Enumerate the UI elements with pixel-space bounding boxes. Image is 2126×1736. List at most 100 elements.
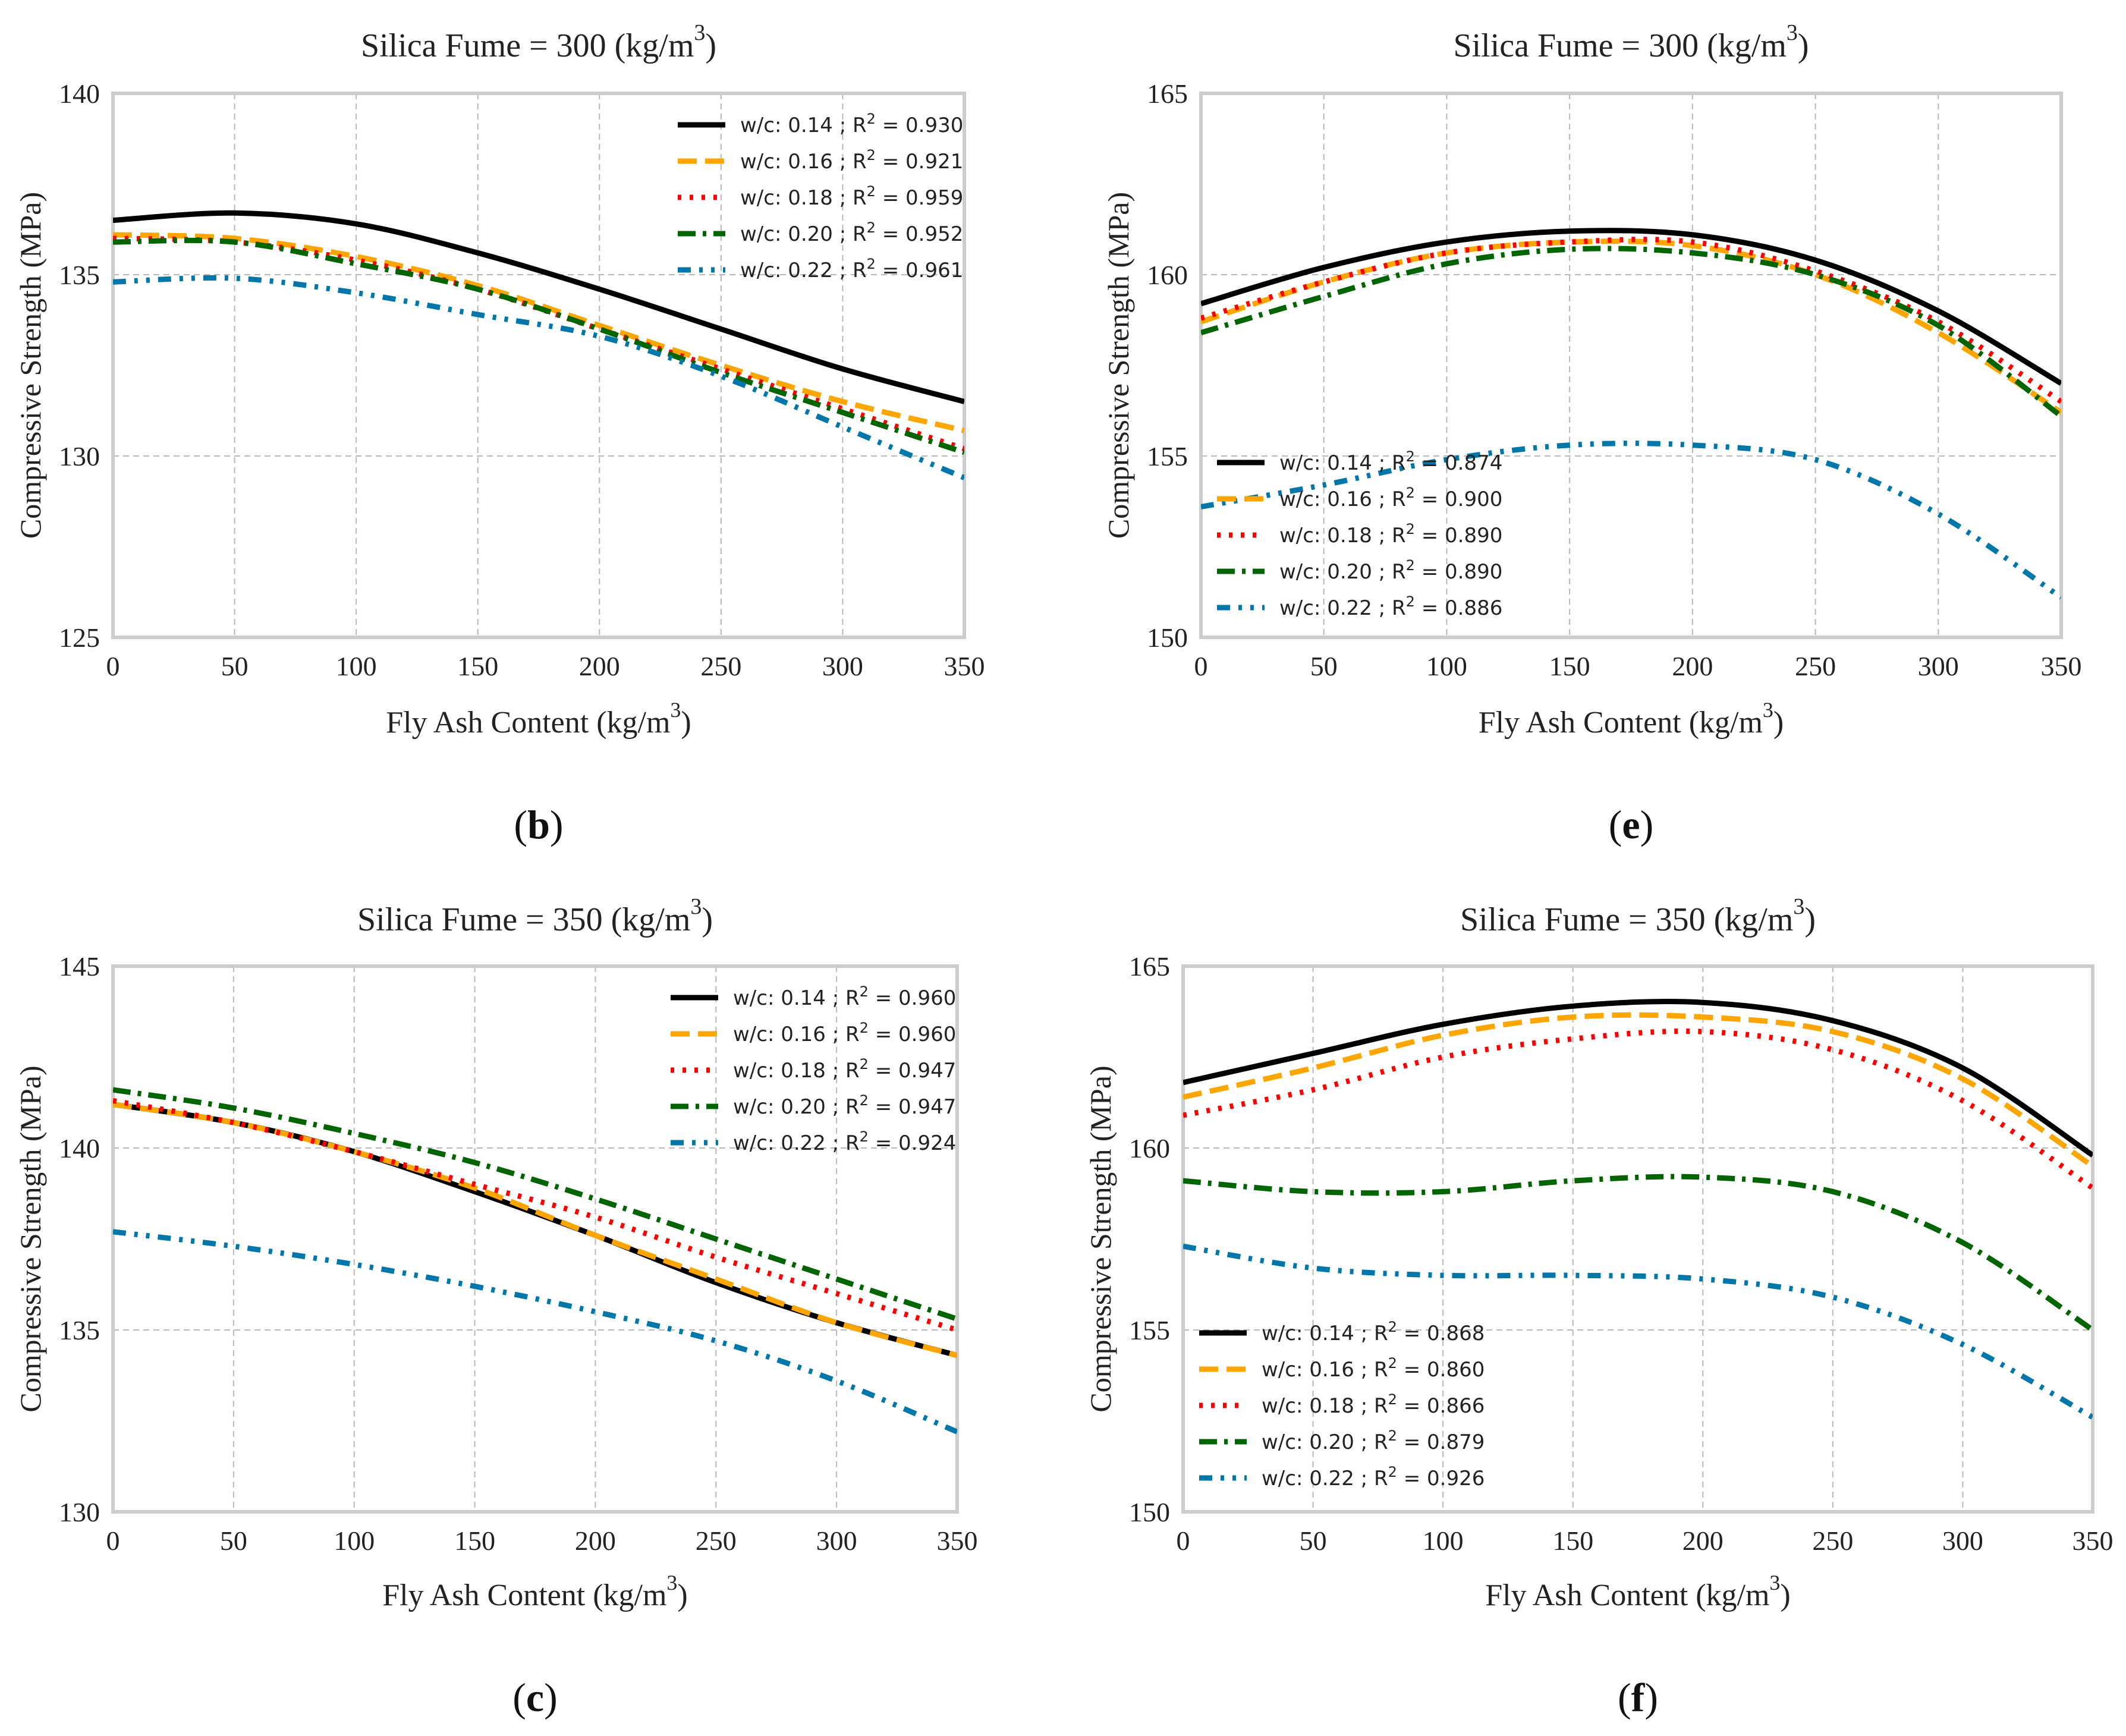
x-axis-label-suffix: )	[681, 706, 691, 740]
legend-label: w/c: 0.14 ; R	[1279, 451, 1406, 475]
chart-panel-e: 0 50 100 150 200 250 300 350 150 155 160 165 Silica …	[1102, 20, 2082, 847]
x-tick-label: 300	[816, 1526, 857, 1556]
legend-r2-value: = 0.886	[1415, 596, 1502, 620]
legend-entry: w/c: 0.20 ; R2 = 0.879	[1262, 1427, 1485, 1454]
x-tick-label: 350	[2041, 651, 2082, 681]
x-axis-label-text: Fly Ash Content (kg/m	[382, 1578, 666, 1612]
legend-entry: w/c: 0.22 ; R2 = 0.886	[1279, 593, 1502, 620]
chart-title-superscript: 3	[1793, 894, 1804, 919]
x-axis-label-text: Fly Ash Content (kg/m	[1485, 1578, 1769, 1612]
x-tick-label: 0	[1177, 1526, 1190, 1556]
legend-superscript: 2	[867, 256, 876, 272]
legend-r2-value: = 0.947	[869, 1059, 956, 1083]
legend-r2-value: = 0.930	[876, 114, 963, 137]
legend-r2-value: = 0.860	[1397, 1358, 1485, 1382]
series-line-5	[113, 275, 964, 480]
legend-entry: w/c: 0.20 ; R2 = 0.952	[740, 219, 963, 246]
legend-superscript: 2	[860, 1092, 869, 1109]
legend-label: w/c: 0.18 ; R	[733, 1059, 860, 1083]
series-line-4	[113, 1087, 957, 1322]
legend-label: w/c: 0.20 ; R	[1279, 560, 1406, 584]
legend-r2-value: = 0.866	[1397, 1394, 1485, 1418]
legend-superscript: 2	[1388, 1391, 1397, 1408]
legend-label: w/c: 0.20 ; R	[740, 222, 867, 246]
x-axis-label-text: Fly Ash Content (kg/m	[386, 706, 670, 740]
legend-entry: w/c: 0.16 ; R2 = 0.860	[1262, 1355, 1485, 1382]
y-tick-label: 150	[1147, 622, 1188, 653]
chart-title-text: Silica Fume = 300 (kg/m	[361, 27, 694, 64]
chart-title-text: Silica Fume = 350 (kg/m	[357, 901, 690, 938]
panel-caption-letter: f	[1631, 1675, 1646, 1720]
series-line-5	[1201, 441, 2061, 600]
legend-label: w/c: 0.22 ; R	[740, 259, 867, 282]
chart-title-text: Silica Fume = 300 (kg/m	[1453, 27, 1786, 64]
plot-frame	[111, 964, 959, 1514]
panel-caption-close: )	[544, 1675, 558, 1720]
legend-entry: w/c: 0.16 ; R2 = 0.921	[740, 147, 963, 174]
panel-caption: (f)	[1618, 1675, 1658, 1720]
legend-entry: w/c: 0.14 ; R2 = 0.868	[1262, 1319, 1485, 1345]
x-axis-label: Fly Ash Content (kg/m3)	[386, 698, 691, 740]
legend-label: w/c: 0.18 ; R	[740, 186, 867, 210]
x-tick-label: 150	[457, 651, 498, 681]
legend-superscript: 2	[860, 1020, 869, 1036]
x-tick-label: 250	[1795, 651, 1836, 681]
x-axis-label-superscript: 3	[670, 698, 681, 722]
legend-label: w/c: 0.14 ; R	[733, 986, 860, 1010]
series-line-3	[1183, 1029, 2093, 1191]
series-line-4	[1183, 1174, 2093, 1332]
chart-panel-f: 0 50 100 150 200 250 300 350 150 155 160 165 Silica …	[1084, 894, 2114, 1720]
legend-r2-value: = 0.921	[876, 150, 963, 174]
chart-title: Silica Fume = 350 (kg/m3)	[1460, 894, 1816, 938]
x-tick-label: 100	[334, 1526, 375, 1556]
y-tick-label: 125	[59, 622, 100, 653]
legend-label: w/c: 0.16 ; R	[740, 150, 867, 174]
legend-entry: w/c: 0.18 ; R2 = 0.959	[740, 183, 963, 210]
legend-label: w/c: 0.18 ; R	[1262, 1394, 1388, 1418]
chart-title-suffix: )	[1798, 27, 1809, 64]
legend-entry: w/c: 0.14 ; R2 = 0.874	[1279, 448, 1502, 475]
legend-superscript: 2	[1406, 448, 1415, 465]
legend-superscript: 2	[860, 1128, 869, 1145]
x-axis-label: Fly Ash Content (kg/m3)	[1479, 698, 1784, 740]
series-group	[1201, 228, 2061, 600]
legend-entry: w/c: 0.16 ; R2 = 0.960	[733, 1020, 956, 1046]
y-tick-label: 140	[59, 1133, 100, 1163]
y-tick-label: 145	[59, 951, 100, 982]
legend-entry: w/c: 0.14 ; R2 = 0.960	[733, 983, 956, 1010]
chart-title-suffix: )	[705, 27, 716, 64]
y-tick-label: 165	[1129, 951, 1170, 982]
legend-r2-value: = 0.874	[1415, 451, 1502, 475]
plot-frame	[1181, 964, 2094, 1514]
x-tick-label: 50	[221, 651, 249, 681]
x-tick-label: 250	[700, 651, 741, 681]
series-line-3	[113, 235, 964, 452]
legend-superscript: 2	[867, 111, 876, 127]
y-tick-label: 130	[59, 441, 100, 471]
series-line-1	[1201, 228, 2061, 386]
legend-r2-value: = 0.879	[1397, 1430, 1485, 1454]
x-tick-label: 150	[1552, 1526, 1593, 1556]
series-line-2	[113, 1102, 957, 1358]
x-tick-label: 350	[937, 1526, 978, 1556]
chart-title-superscript: 3	[690, 894, 702, 919]
panel-caption-open: (	[1618, 1675, 1631, 1720]
x-tick-label: 300	[1942, 1526, 1983, 1556]
y-tick-label: 130	[59, 1497, 100, 1527]
y-axis-label: Compressive Strength (MPa)	[14, 192, 47, 539]
legend-r2-value: = 0.924	[869, 1131, 956, 1155]
chart-title: Silica Fume = 300 (kg/m3)	[361, 20, 716, 64]
legend-label: w/c: 0.14 ; R	[1262, 1322, 1388, 1345]
legend-superscript: 2	[1388, 1464, 1397, 1480]
legend: w/c: 0.14 ; R2 = 0.960 w/c: 0.16 ; R2 = 0…	[671, 983, 956, 1155]
x-tick-label: 0	[106, 1526, 120, 1556]
plot-frame	[111, 92, 966, 639]
legend-entry: w/c: 0.22 ; R2 = 0.961	[740, 256, 963, 282]
legend-r2-value: = 0.868	[1397, 1322, 1485, 1345]
panel-caption-open: (	[1609, 802, 1622, 847]
legend-label: w/c: 0.22 ; R	[1279, 596, 1406, 620]
x-tick-label: 100	[336, 651, 377, 681]
x-tick-label: 50	[220, 1526, 247, 1556]
x-tick-label: 250	[1812, 1526, 1853, 1556]
y-tick-label: 140	[59, 78, 100, 109]
